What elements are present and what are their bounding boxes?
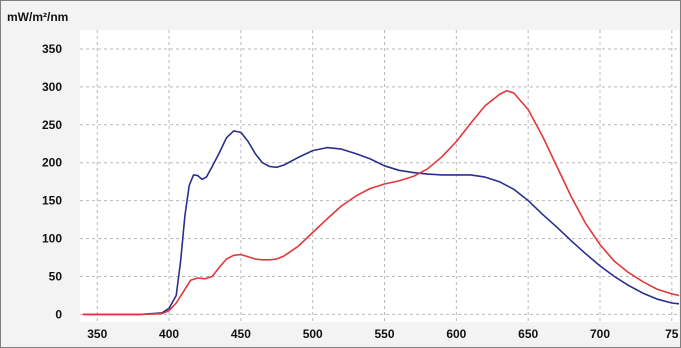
x-tick-label: 450: [231, 327, 251, 341]
y-tick-label: 250: [42, 118, 62, 132]
y-tick-label: 100: [42, 232, 62, 246]
x-tick-label: 75: [665, 327, 679, 341]
plot-area: [80, 30, 679, 322]
y-axis-unit-label: mW/m²/nm: [7, 10, 69, 24]
y-tick-label: 50: [49, 269, 63, 283]
series-lines: [82, 89, 680, 316]
x-tick-label: 400: [159, 327, 179, 341]
x-tick-label: 550: [375, 327, 395, 341]
y-tick-label: 300: [42, 80, 62, 94]
tick-labels: 0 50 100 150 200 250 300 350 350 400 450 500 550 600 6…: [42, 42, 679, 341]
x-tick-label: 700: [590, 327, 610, 341]
grid: [80, 30, 679, 322]
y-tick-label: 200: [42, 156, 62, 170]
series-line-2: [82, 89, 680, 316]
series-line-1: [82, 130, 680, 316]
y-tick-label: 350: [42, 42, 62, 56]
x-tick-label: 650: [518, 327, 538, 341]
x-tick-label: 500: [303, 327, 323, 341]
x-tick-label: 350: [87, 327, 107, 341]
y-tick-label: 0: [55, 307, 62, 321]
x-tick-label: 600: [446, 327, 466, 341]
y-tick-label: 150: [42, 194, 62, 208]
